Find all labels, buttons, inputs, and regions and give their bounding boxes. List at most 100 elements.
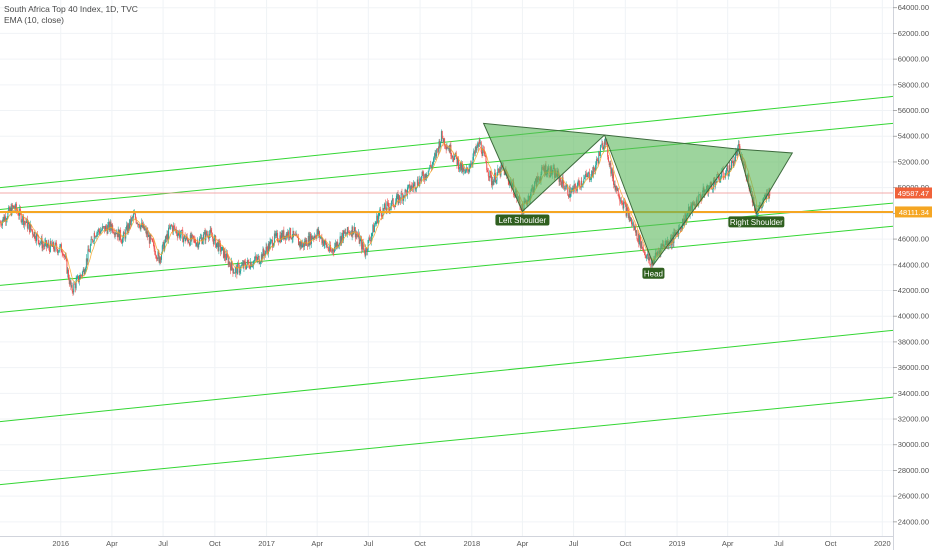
candle-body <box>475 147 477 151</box>
candle-body <box>169 225 171 229</box>
candle-body <box>767 193 769 199</box>
candle-body <box>345 232 347 235</box>
candle-body <box>715 181 717 183</box>
candle-body <box>590 178 592 180</box>
candle-body <box>266 246 268 250</box>
candle-body <box>622 203 624 209</box>
candle-body <box>159 257 161 263</box>
candle-body <box>725 173 727 178</box>
candle-body <box>347 227 349 232</box>
candle-body <box>639 235 641 245</box>
candle-body <box>720 177 722 180</box>
candle-body <box>58 250 60 252</box>
candle-body <box>564 188 566 190</box>
candle-body <box>232 267 234 274</box>
candle-body <box>584 173 586 178</box>
candle-body <box>647 253 649 260</box>
candle-body <box>460 162 462 171</box>
candle-body <box>160 257 162 260</box>
candle-body <box>205 231 207 241</box>
channel-line <box>0 225 894 313</box>
candle-body <box>130 218 132 226</box>
candle-body <box>197 241 199 248</box>
candle-body <box>399 195 401 200</box>
candle-body <box>451 156 453 158</box>
candle-body <box>433 156 435 159</box>
candle-body <box>291 238 293 240</box>
candle-body <box>84 271 86 275</box>
candle-body <box>253 259 255 262</box>
candle-body <box>172 225 174 232</box>
candle-body <box>651 261 653 266</box>
candle-body <box>288 237 290 238</box>
price-tick-label: 58000.00 <box>898 80 929 89</box>
candle-body <box>282 230 284 239</box>
candle-body <box>237 263 239 265</box>
candle-body <box>210 229 212 233</box>
candle-body <box>603 146 605 150</box>
time-tick-label: Apr <box>517 539 529 548</box>
candle-body <box>487 172 489 177</box>
candle-body <box>264 251 266 256</box>
candle-body <box>365 247 367 256</box>
candle-body <box>470 164 472 165</box>
price-tick-label: 60000.00 <box>898 55 929 64</box>
candle-body <box>283 230 285 239</box>
time-axis: 2016 Apr Jul Oct 2017 Apr Jul Oct 2018 Apr Jul Oct 2… <box>0 536 893 548</box>
candle-body <box>91 239 93 240</box>
candle-body <box>314 235 316 238</box>
candle-body <box>594 169 596 171</box>
candle-body <box>216 242 218 244</box>
symbol-title[interactable]: South Africa Top 40 Index, 1D, TVC <box>4 4 138 14</box>
candle-body <box>582 183 584 184</box>
candle-body <box>457 158 459 165</box>
candle-body <box>340 236 342 244</box>
candle-body <box>293 230 295 236</box>
candle-body <box>164 242 166 251</box>
candle-body <box>369 240 371 242</box>
candle-body <box>416 179 418 187</box>
candle-body <box>616 185 618 191</box>
candle-body <box>431 164 433 168</box>
candle-body <box>452 156 454 159</box>
candle-body <box>11 204 13 216</box>
candle-body <box>294 234 296 236</box>
candle-body <box>271 239 273 248</box>
price-tick-label: 46000.00 <box>898 235 929 244</box>
candle-body <box>467 169 469 172</box>
time-tick-label: Jul <box>774 539 784 548</box>
candle-body <box>244 261 246 263</box>
candle-body <box>445 146 447 149</box>
candle-body <box>465 170 467 172</box>
candle-body <box>137 223 139 226</box>
candle-body <box>437 148 439 150</box>
candle-body <box>133 213 135 215</box>
candle-body <box>301 245 303 248</box>
indicator-label[interactable]: EMA (10, close) <box>4 15 64 25</box>
candle-body <box>639 235 641 248</box>
candle-body <box>374 223 376 226</box>
candle-body <box>640 241 642 248</box>
candle-body <box>379 209 381 213</box>
candle-body <box>591 171 593 179</box>
candle-body <box>599 151 601 156</box>
right-shoulder-label: Right Shoulder <box>728 216 785 228</box>
head-and-shoulders-pattern <box>482 122 794 266</box>
candle-body <box>364 254 366 256</box>
candle-body <box>142 223 144 228</box>
candle-body <box>769 188 771 196</box>
candle-body <box>341 232 343 236</box>
candle-body <box>241 263 243 266</box>
time-tick-label: Jul <box>158 539 168 548</box>
candle-body <box>323 243 325 246</box>
candle-body <box>568 194 570 198</box>
candle-body <box>72 291 74 293</box>
candle-body <box>198 243 200 248</box>
candle-body <box>474 151 476 154</box>
candle-body <box>589 179 591 180</box>
horizontal-levels <box>0 192 893 213</box>
candle-body <box>624 202 626 205</box>
candle-body <box>384 203 386 210</box>
candle-body <box>595 164 597 171</box>
